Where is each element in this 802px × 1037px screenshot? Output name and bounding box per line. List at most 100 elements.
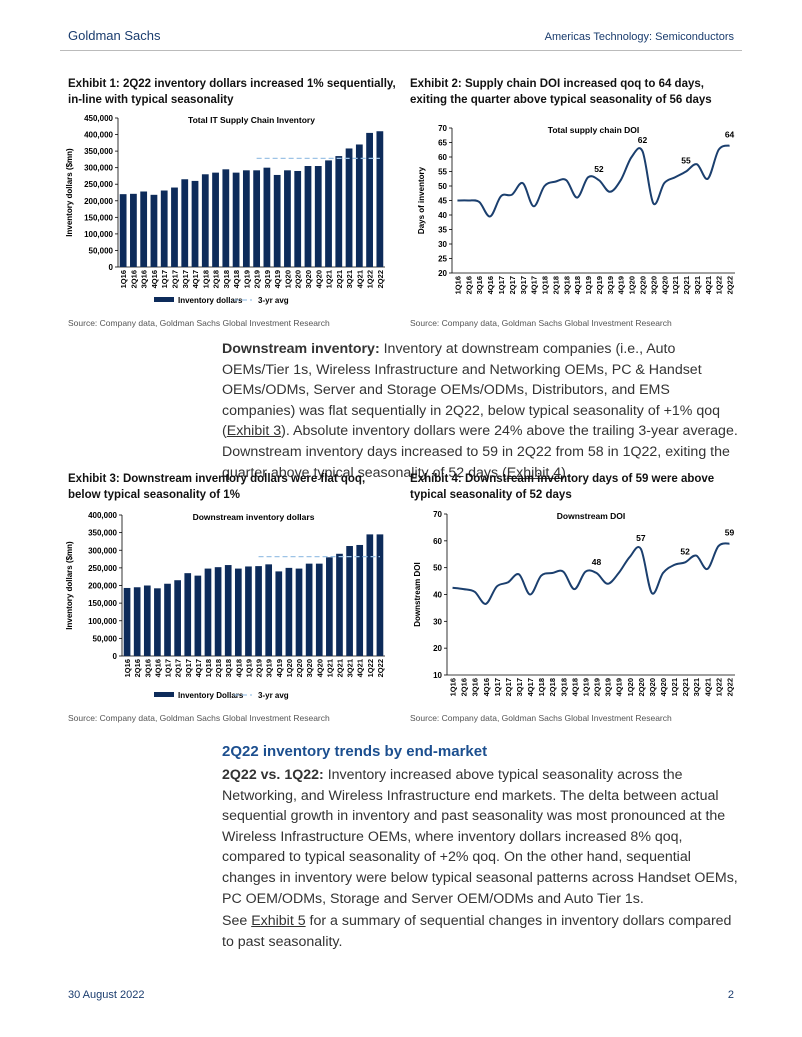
header-brand: Goldman Sachs <box>68 28 161 43</box>
value-label: 64 <box>725 129 735 139</box>
x-tick-label: 2Q18 <box>214 659 223 677</box>
y-axis-label: Days of inventory <box>417 166 426 234</box>
bar <box>305 563 313 656</box>
bar <box>154 588 161 656</box>
x-tick-label: 2Q21 <box>335 270 344 288</box>
bar <box>336 553 343 656</box>
x-tick-label: 4Q19 <box>617 276 626 294</box>
x-tick-label: 4Q16 <box>482 678 491 696</box>
x-tick-label: 1Q16 <box>449 678 458 696</box>
x-tick-label: 2Q17 <box>174 659 183 677</box>
series-line <box>457 144 730 218</box>
x-tick-label: 4Q21 <box>703 678 712 696</box>
x-tick-label: 3Q20 <box>304 270 313 288</box>
x-tick-label: 4Q18 <box>234 659 243 677</box>
x-tick-label: 1Q17 <box>164 659 173 677</box>
x-tick-label: 1Q18 <box>204 659 213 677</box>
y-tick-label: 350,000 <box>84 147 113 156</box>
x-tick-label: 2Q18 <box>551 276 560 294</box>
bar <box>245 566 252 656</box>
bar <box>130 193 137 267</box>
x-tick-label: 3Q19 <box>265 659 274 677</box>
bar <box>181 179 189 267</box>
x-tick-label: 2Q19 <box>253 270 262 288</box>
bar <box>294 170 302 267</box>
footer-page: 2 <box>727 989 734 1001</box>
y-tick-label: 65 <box>438 139 447 148</box>
x-tick-label: 3Q19 <box>263 270 272 288</box>
value-label: 52 <box>594 164 604 174</box>
link[interactable]: Exhibit 5 <box>251 913 306 929</box>
y-tick-label: 35 <box>438 226 447 235</box>
bar <box>214 567 222 656</box>
x-tick-label: 2Q21 <box>335 659 344 677</box>
x-tick-label: 2Q22 <box>726 276 735 294</box>
bar <box>201 174 209 267</box>
exhibit-title: Exhibit 4: Downstream inventory days of … <box>410 473 715 501</box>
lead: Downstream inventory: <box>222 341 380 357</box>
x-tick-label: 3Q21 <box>693 276 702 294</box>
x-tick-label: 1Q20 <box>626 678 635 696</box>
x-tick-label: 1Q21 <box>325 659 334 677</box>
footer-date: 30 August 2022 <box>68 989 145 1001</box>
legend-label: Inventory dollars <box>178 296 243 305</box>
bar <box>315 563 323 656</box>
y-tick-label: 20 <box>433 644 442 653</box>
y-tick-label: 40 <box>433 591 442 600</box>
chart-title: Total supply chain DOI <box>548 125 639 135</box>
y-tick-label: 60 <box>433 537 442 546</box>
link[interactable]: Exhibit 4 <box>506 464 562 481</box>
x-tick-label: 1Q20 <box>283 270 292 288</box>
bar <box>295 568 303 656</box>
y-tick-label: 40 <box>438 211 447 220</box>
y-tick-label: 250,000 <box>84 180 113 189</box>
bar <box>143 585 151 656</box>
value-label: 62 <box>638 135 648 145</box>
y-tick-label: 300,000 <box>84 164 113 173</box>
bar <box>346 546 353 656</box>
text: ). <box>561 464 570 481</box>
x-tick-label: 4Q18 <box>232 270 241 288</box>
y-tick-label: 60 <box>438 153 447 162</box>
x-tick-label: 1Q16 <box>123 659 132 677</box>
value-label: 48 <box>592 557 602 567</box>
x-tick-label: 1Q16 <box>119 270 128 288</box>
x-tick-label: 4Q16 <box>153 659 162 677</box>
chart-title: Total IT Supply Chain Inventory <box>188 115 315 125</box>
x-tick-label: 4Q17 <box>526 678 535 696</box>
y-tick-label: 10 <box>433 671 442 680</box>
y-tick-label: 20 <box>438 269 447 278</box>
legend-swatch <box>154 692 174 697</box>
bar <box>242 170 250 267</box>
bar <box>314 166 322 267</box>
value-label: 52 <box>680 546 690 556</box>
x-tick-label: 2Q16 <box>129 270 138 288</box>
x-tick-label: 2Q22 <box>376 270 385 288</box>
x-tick-label: 3Q18 <box>559 678 568 696</box>
y-tick-label: 70 <box>438 124 447 133</box>
bar <box>191 180 199 267</box>
link[interactable]: Exhibit 3 <box>226 423 282 440</box>
x-tick-label: 4Q20 <box>659 678 668 696</box>
x-tick-label: 4Q17 <box>191 270 200 288</box>
paragraph: Downstream inventory: Inventory at downs… <box>222 339 740 483</box>
y-tick-label: 45 <box>438 197 447 206</box>
y-tick-label: 100,000 <box>84 230 113 239</box>
y-tick-label: 55 <box>438 168 447 177</box>
x-tick-label: 2Q16 <box>460 678 469 696</box>
x-tick-label: 2Q20 <box>294 270 303 288</box>
source: Source: Company data, Goldman Sachs Glob… <box>410 318 672 328</box>
x-tick-label: 4Q20 <box>315 659 324 677</box>
bar <box>265 564 273 656</box>
bar <box>184 573 192 656</box>
bar <box>376 534 384 656</box>
y-tick-label: 70 <box>433 510 442 519</box>
x-tick-label: 4Q21 <box>356 659 365 677</box>
x-tick-label: 1Q16 <box>453 276 462 294</box>
x-tick-label: 2Q20 <box>638 276 647 294</box>
y-tick-label: 200,000 <box>84 197 113 206</box>
x-tick-label: 3Q16 <box>475 276 484 294</box>
x-tick-label: 1Q19 <box>242 270 251 288</box>
source: Source: Company data, Goldman Sachs Glob… <box>68 713 330 723</box>
